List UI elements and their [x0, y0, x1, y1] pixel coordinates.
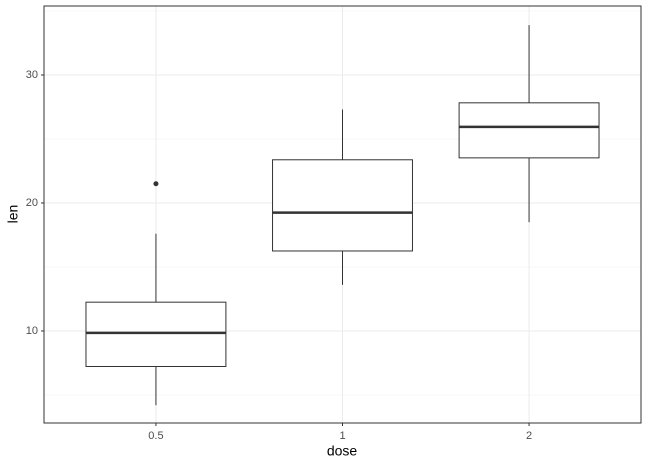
panel-border: [43, 5, 642, 424]
y-tick-label: 30: [26, 69, 38, 81]
y-tick-label: 10: [26, 325, 38, 337]
x-tick-label: 2: [526, 430, 532, 442]
x-tick-label: 1: [339, 430, 345, 442]
x-tick-label: 0.5: [148, 430, 163, 442]
box: [458, 102, 600, 159]
outlier: [153, 181, 159, 187]
y-axis-title: len: [5, 205, 21, 224]
y-tick-label: 20: [26, 197, 38, 209]
box: [272, 159, 413, 252]
box: [85, 301, 227, 367]
x-axis-title: dose: [327, 443, 358, 459]
